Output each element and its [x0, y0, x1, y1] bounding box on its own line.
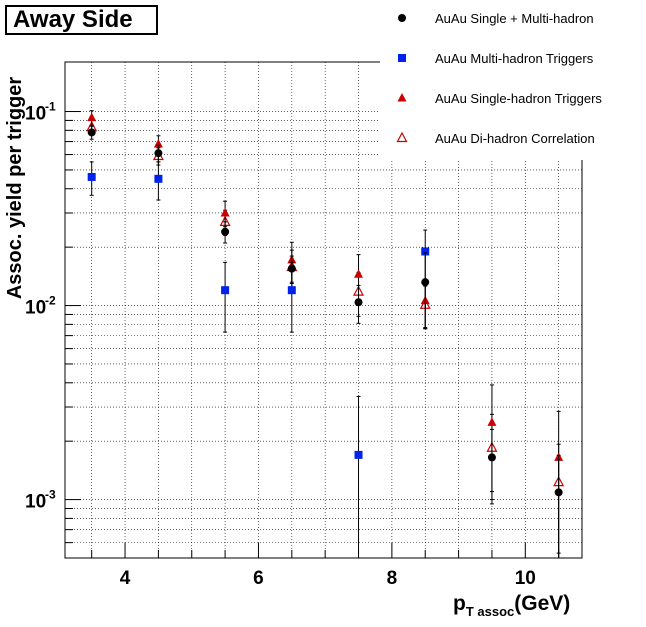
data-point: [221, 286, 230, 295]
legend-marker: [398, 54, 406, 62]
data-point: [354, 298, 363, 307]
data-point: [554, 488, 563, 497]
data-point: [487, 453, 496, 462]
data-point: [421, 278, 430, 287]
data-point: [487, 417, 497, 426]
data-point: [87, 172, 96, 181]
y-tick-exponent: -1: [45, 100, 56, 114]
y-tick-label: 10: [25, 298, 46, 319]
x-tick-label: 6: [253, 568, 264, 589]
data-point: [354, 269, 364, 278]
legend-marker: [398, 14, 406, 22]
data-point: [154, 174, 163, 183]
plot-frame: [64, 61, 583, 559]
data-point: [153, 139, 163, 148]
x-axis-label-sub: T assoc: [466, 604, 514, 619]
data-point: [87, 128, 96, 137]
legend-label: AuAu Multi-hadron Triggers: [435, 51, 594, 66]
x-tick-label: 10: [515, 568, 536, 589]
data-point: [287, 264, 296, 273]
x-axis-label-main: p: [453, 592, 466, 615]
data-point: [221, 227, 230, 236]
y-tick-exponent: -2: [45, 294, 56, 308]
y-tick-label: 10: [25, 492, 46, 513]
data-point: [421, 247, 430, 256]
legend-marker: [397, 93, 407, 102]
x-tick-label: 8: [387, 568, 398, 589]
y-axis-label: Assoc. yield per trigger: [4, 77, 26, 300]
legend-marker: [396, 131, 408, 143]
data-point: [354, 450, 363, 459]
grid-layer: [65, 62, 582, 559]
data-point: [87, 112, 97, 122]
legend-label: AuAu Single + Multi-hadron: [435, 11, 594, 26]
legend: AuAu Single + Multi-hadron AuAu Multi-had…: [380, 0, 646, 160]
x-tick-label: 4: [120, 568, 131, 589]
chart-title: Away Side: [5, 5, 158, 35]
legend-label: AuAu Di-hadron Correlation: [435, 131, 595, 146]
y-tick-label: 10: [25, 104, 46, 125]
legend-label: AuAu Single-hadron Triggers: [435, 91, 602, 106]
x-axis-label: pT assoc(GeV): [453, 592, 570, 619]
y-tick-exponent: -3: [45, 488, 56, 502]
x-axis-label-unit: (GeV): [514, 592, 570, 615]
data-layer: [86, 110, 565, 558]
data-point: [154, 149, 163, 158]
legend-box: [380, 0, 646, 160]
data-point: [220, 207, 230, 217]
data-point: [287, 286, 296, 295]
